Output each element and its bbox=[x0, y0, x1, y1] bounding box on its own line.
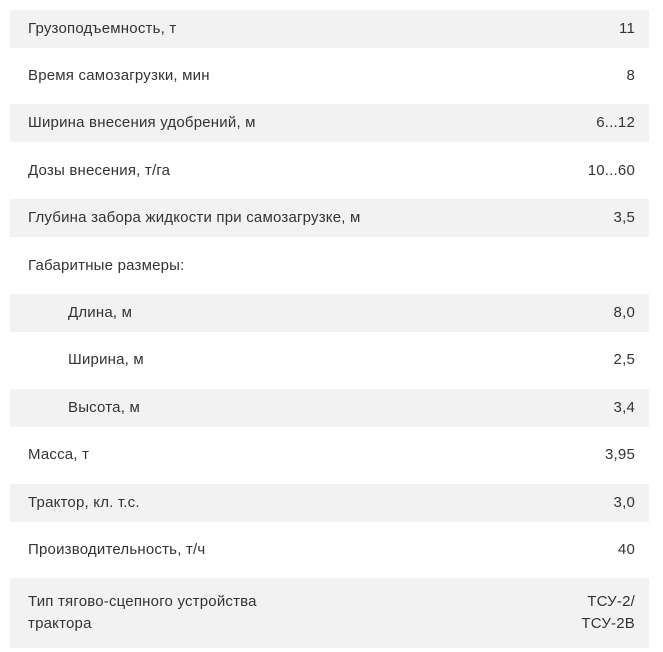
spec-value: ТСУ-2/ ТСУ-2В bbox=[581, 593, 635, 633]
spec-label: Ширина, м bbox=[68, 351, 144, 369]
spec-label: Тип тягово-сцепного устройства трактора bbox=[28, 593, 257, 633]
spec-label: Глубина забора жидкости при самозагрузке… bbox=[28, 209, 361, 227]
spec-value: 3,95 bbox=[605, 446, 635, 464]
spec-value: 11 bbox=[619, 19, 635, 37]
spec-label: Высота, м bbox=[68, 398, 140, 416]
table-row: Производительность, т/ч 40 bbox=[10, 531, 649, 569]
table-row: Грузоподъемность, т 11 bbox=[10, 9, 649, 48]
spec-label: Производительность, т/ч bbox=[28, 540, 206, 558]
table-row: Тип тягово-сцепного устройства трактора … bbox=[10, 578, 649, 649]
table-row: Ширина внесения удобрений, м 6...12 bbox=[10, 104, 649, 143]
spec-label: Дозы внесения, т/га bbox=[28, 161, 171, 179]
spec-label: Время самозагрузки, мин bbox=[28, 67, 210, 85]
spec-value: 40 bbox=[617, 540, 635, 558]
spec-label: Грузоподъемность, т bbox=[28, 19, 177, 37]
table-row: Длина, м 8,0 bbox=[10, 294, 649, 333]
spec-value: 6...12 bbox=[596, 114, 635, 132]
table-row: Время самозагрузки, мин 8 bbox=[10, 57, 649, 95]
table-row: Глубина забора жидкости при самозагрузке… bbox=[10, 199, 649, 238]
table-row: Дозы внесения, т/га 10...60 bbox=[10, 152, 649, 190]
spec-label: Габаритные размеры: bbox=[28, 256, 185, 274]
spec-value: 2,5 bbox=[613, 351, 635, 369]
table-row: Ширина, м 2,5 bbox=[10, 341, 649, 379]
spec-label: Ширина внесения удобрений, м bbox=[28, 114, 256, 132]
spec-value: 8 bbox=[626, 67, 635, 85]
spec-label: Длина, м bbox=[68, 304, 133, 322]
spec-value: 3,4 bbox=[613, 398, 635, 416]
spec-value: 3,5 bbox=[613, 209, 635, 227]
spec-label: Трактор, кл. т.с. bbox=[28, 493, 140, 511]
spec-label: Масса, т bbox=[28, 446, 90, 464]
table-row-group-header: Габаритные размеры: bbox=[10, 247, 649, 285]
spec-table: Грузоподъемность, т 11 Время самозагрузк… bbox=[10, 0, 649, 649]
table-row: Высота, м 3,4 bbox=[10, 388, 649, 427]
spec-value: 3,0 bbox=[613, 493, 635, 511]
table-row: Масса, т 3,95 bbox=[10, 436, 649, 474]
spec-value: 10...60 bbox=[587, 161, 635, 179]
spec-value: 8,0 bbox=[613, 304, 635, 322]
table-row: Трактор, кл. т.с. 3,0 bbox=[10, 483, 649, 522]
